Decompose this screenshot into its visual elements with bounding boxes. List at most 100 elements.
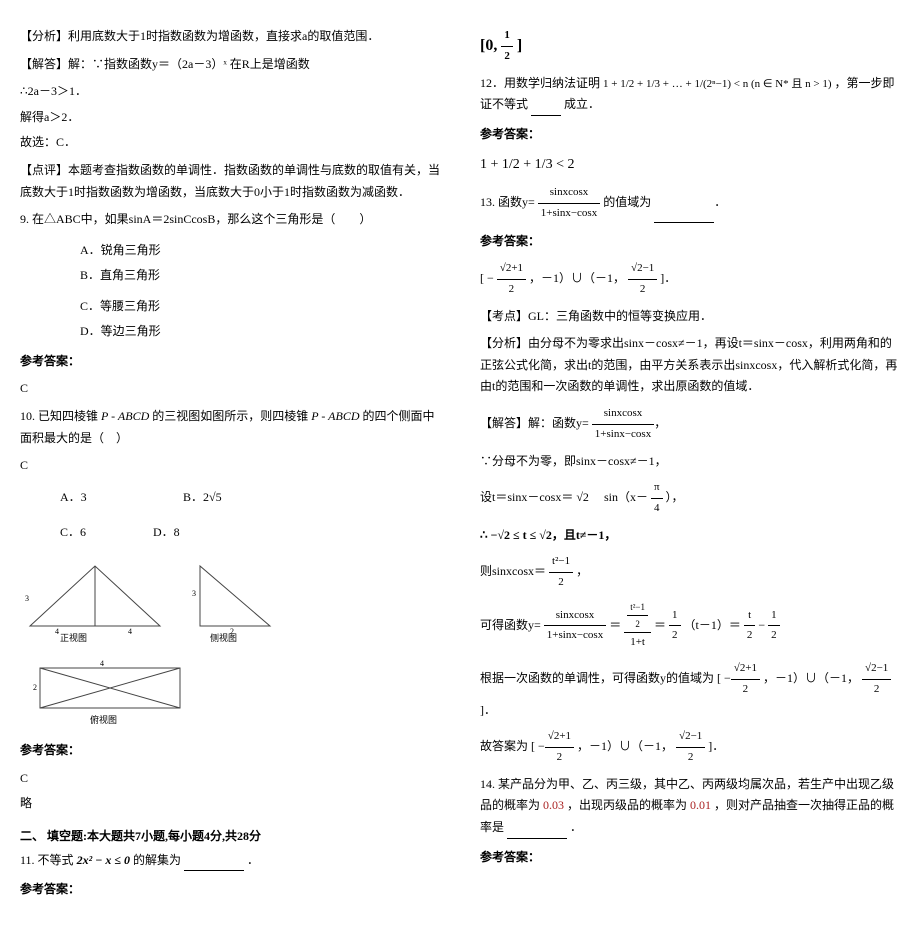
q10-obj-2: P - ABCD — [311, 409, 359, 423]
q13-final-frac-b: √2−1 2 — [862, 659, 891, 700]
q13-int-end: ] — [660, 271, 664, 285]
q13-guxuan-line: 故答案为 [ − √2+1 2 ，－1）∪（－1， √2−1 2 ]． — [480, 727, 900, 768]
side-view-svg: 侧视图 2 3 — [190, 556, 280, 646]
front-view-figure: 正视图 4 4 3 — [20, 556, 170, 650]
q13-gx-mid: ，－1）∪（－1， — [577, 739, 673, 753]
q10-ans-c: C — [20, 768, 440, 790]
q10-stem: 10. 已知四棱锥 P - ABCD 的三视图如图所示，则四棱锥 P - ABC… — [20, 406, 440, 449]
q13-pi4-num: π — [651, 478, 663, 499]
q13-kede-frac2: t²−12 1+t — [624, 599, 651, 653]
section-2-heading: 二、 填空题:本大题共7小题,每小题4分,共28分 — [20, 827, 440, 844]
q13-b-num: √2−1 — [628, 259, 657, 280]
solve1-l2: ∴2a－3＞1． — [20, 81, 440, 103]
q12-expr: 1 + 1/2 + 1/3 + … + 1/(2ⁿ−1) < n (n ∈ N*… — [603, 78, 832, 90]
q13-final-frac-a: √2+1 2 — [731, 659, 760, 700]
q13-kede-line: 可得函数y= sinxcosx 1+sinx−cosx ＝ t²−12 1+t … — [480, 599, 900, 653]
q12-answer: 1 + 1/2 + 1/3 < 2 — [480, 152, 900, 177]
svg-text:2: 2 — [33, 683, 37, 692]
figures-row-1: 正视图 4 4 3 侧视图 2 3 — [20, 556, 440, 650]
q13-func-frac: sinxcosx 1+sinx−cosx — [538, 183, 600, 224]
solve1-l3: 解得a＞2． — [20, 107, 440, 129]
q13-final-line: 根据一次函数的单调性，可得函数y的值域为 [ − √2+1 2 ，－1）∪（－1… — [480, 659, 900, 721]
svg-text:2: 2 — [230, 627, 234, 636]
page-root: 【分析】利用底数大于1时指数函数为增函数，直接求a的取值范围． 【解答】解：∵指… — [20, 20, 900, 907]
q13-jieda-lead-text: 【解答】解：函数y= — [480, 416, 589, 430]
q9-opt-d: D．等边三角形 — [80, 322, 200, 339]
q10-obj-1: P - ABCD — [101, 409, 149, 423]
q13-blank — [654, 208, 714, 223]
ans11-num: 1 — [501, 26, 513, 47]
q13-answer-interval: [ − √2+1 2 ，－1）∪（－1， √2−1 2 ]． — [480, 259, 900, 300]
right-column: [0, 1 2 ] 12．用数学归纳法证明 1 + 1/2 + 1/3 + … … — [480, 20, 900, 907]
comment-1: 【点评】本题考查指数函数的单调性．指数函数的单调性与底数的取值有关，当底数大于1… — [20, 160, 440, 203]
q14-s2: ，出现丙级品的概率为 — [567, 798, 687, 812]
q13-final-end: ]． — [480, 703, 496, 717]
q9-stem: 9. 在△ABC中，如果sinA＝2sinCcosB，那么这个三角形是（ ） — [20, 209, 440, 231]
q11-answer-interval: [0, 1 2 ] — [480, 26, 900, 67]
q13-substitution: 设t＝sinx－cosx＝ √2 sin（x－ π 4 ）， — [480, 478, 900, 519]
q13-int-mid: ，－1）∪（－1， — [529, 271, 625, 285]
q12-blank — [531, 101, 561, 116]
q12-stem: 12．用数学归纳法证明 1 + 1/2 + 1/3 + … + 1/(2ⁿ−1)… — [480, 73, 900, 116]
q14-period: ． — [570, 820, 582, 834]
q13-kede-frac1: sinxcosx 1+sinx−cosx — [544, 606, 606, 647]
q13-b-frac: √2−1 2 — [628, 259, 657, 300]
q13-int-open: [ — [480, 271, 484, 285]
q13-func-frac-2: sinxcosx 1+sinx−cosx — [592, 404, 654, 445]
q14-blank — [507, 824, 567, 839]
svg-text:俯视图: 俯视图 — [90, 714, 117, 725]
q13-j-line2: ∵分母不为零，即sinx－cosx≠－1， — [480, 451, 900, 473]
q13-jieda-lead: 【解答】解：函数y= sinxcosx 1+sinx−cosx ， — [480, 404, 900, 445]
q13-sinxcosx-line: 则sinxcosx＝ t²−1 2 ， — [480, 552, 900, 593]
svg-text:正视图: 正视图 — [60, 632, 87, 643]
q13-tm1: （t－1）＝ — [684, 618, 741, 632]
q13-final-mid: ，－1）∪（－1， — [763, 671, 859, 685]
ans11-den: 2 — [501, 47, 513, 67]
q13-tail: 的值域为 — [603, 195, 651, 209]
q10-opt-d: D．8 — [153, 522, 193, 544]
q13-func-den: 1+sinx−cosx — [538, 204, 600, 224]
top-view-figure: 俯视图 4 2 — [30, 658, 440, 732]
q14-p2: 0.01 — [690, 798, 711, 812]
q9-opt-b: B．直角三角形 — [80, 266, 200, 283]
q14-p1: 0.03 — [543, 798, 564, 812]
q13-b-den: 2 — [628, 280, 657, 300]
svg-text:4: 4 — [55, 627, 59, 636]
q9-ref-ans-label: 参考答案： — [20, 351, 440, 373]
q12-tail2: 成立． — [564, 97, 600, 111]
q13-kede: 可得函数y= — [480, 618, 541, 632]
q10-ans-lve: 略 — [20, 793, 440, 815]
q10-opt-c: C．6 — [60, 522, 100, 544]
q13-gx-frac-a: √2+1 2 — [545, 727, 574, 768]
q11-period: ． — [247, 853, 259, 867]
q13-t2-frac: t²−1 2 — [549, 552, 573, 593]
solve1-l4: 故选：C． — [20, 132, 440, 154]
q10-stem-mid: 的三视图如图所示，则四棱锥 — [152, 409, 308, 423]
q13-sinxcosx-prefix: 则sinxcosx＝ — [480, 564, 546, 578]
ans11-close: ] — [517, 37, 522, 54]
q13-a-frac: √2+1 2 — [497, 259, 526, 300]
q10-options-row2: C．6 D．8 — [40, 518, 440, 548]
q10-stem-prefix: 10. 已知四棱锥 — [20, 409, 98, 423]
q11-stem: 11. 不等式 2x² − x ≤ 0 的解集为 ． — [20, 850, 440, 872]
q13-ref-ans-label: 参考答案： — [480, 231, 900, 253]
q13-t-range: ∴ −√2 ≤ t ≤ √2，且t≠－1， — [480, 525, 900, 547]
q13-comma-1: ， — [576, 564, 588, 578]
svg-text:3: 3 — [25, 594, 29, 603]
q13-eq2: ＝ — [654, 618, 666, 632]
q13-pi4-den: 4 — [651, 499, 663, 519]
q13-a-den: 2 — [497, 280, 526, 300]
q10-ref-ans-label: 参考答案： — [20, 740, 440, 762]
q13-eq1: ＝ — [609, 618, 621, 632]
q13-kaodian: 【考点】GL：三角函数中的恒等变换应用． — [480, 306, 900, 328]
analysis-1: 【分析】利用底数大于1时指数函数为增函数，直接求a的取值范围． — [20, 26, 440, 48]
q11-ref-ans-label: 参考答案： — [20, 879, 440, 901]
q9-opt-a: A．锐角三角形 — [80, 241, 200, 258]
q13-final-prefix: 根据一次函数的单调性，可得函数y的值域为 [ — [480, 671, 721, 685]
q11-blank — [184, 856, 244, 871]
q13-pi4-frac: π 4 — [651, 478, 663, 519]
q13-prefix: 13. 函数y= — [480, 195, 535, 209]
svg-text:4: 4 — [100, 659, 104, 668]
q13-t-over-2: t 2 — [744, 606, 756, 647]
q9-opt-c: C．等腰三角形 — [80, 297, 200, 314]
